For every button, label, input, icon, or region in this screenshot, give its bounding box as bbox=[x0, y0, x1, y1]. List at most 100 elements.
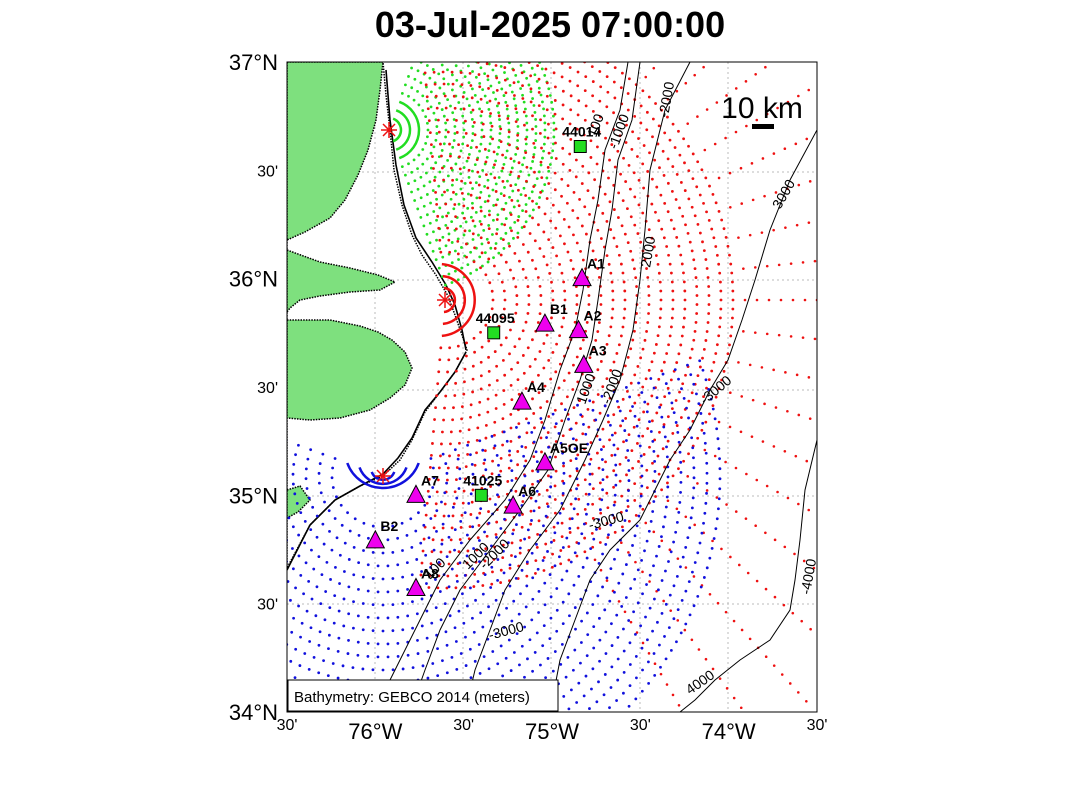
coverage-dot bbox=[302, 789, 305, 792]
coverage-dot bbox=[457, 35, 460, 38]
coverage-dot bbox=[480, 783, 483, 786]
coverage-dot bbox=[474, 181, 478, 185]
coverage-dot bbox=[97, 455, 100, 458]
coverage-dot bbox=[563, 289, 567, 293]
coverage-dot bbox=[488, 213, 491, 217]
coverage-dot bbox=[575, 487, 578, 491]
coverage-dot bbox=[718, 271, 722, 275]
coverage-dot bbox=[613, 453, 617, 457]
coverage-dot bbox=[441, 793, 444, 796]
coverage-dot bbox=[539, 303, 543, 306]
coverage-dot bbox=[687, 452, 690, 456]
coverage-dot bbox=[610, 433, 614, 437]
coverage-dot bbox=[447, 272, 451, 276]
coverage-dot bbox=[110, 490, 113, 493]
coverage-dot bbox=[437, 23, 440, 26]
coverage-dot bbox=[677, 377, 680, 381]
coverage-dot bbox=[584, 104, 588, 108]
coverage-dot bbox=[550, 316, 553, 320]
coverage-dot bbox=[631, 258, 635, 262]
coverage-dot bbox=[636, 155, 639, 158]
coverage-dot bbox=[521, 500, 525, 503]
coverage-dot bbox=[584, 232, 588, 236]
coverage-dot bbox=[437, 72, 441, 76]
coverage-dot bbox=[487, 355, 490, 359]
coverage-dot bbox=[569, 108, 573, 112]
coverage-dot bbox=[658, 430, 661, 434]
coverage-dot bbox=[633, 499, 637, 502]
coverage-dot bbox=[960, 299, 963, 302]
coverage-dot bbox=[636, 442, 639, 445]
coverage-dot bbox=[560, 521, 564, 525]
coverage-dot bbox=[162, 713, 165, 716]
coverage-dot bbox=[453, 249, 457, 253]
coverage-dot bbox=[471, 132, 475, 135]
coverage-dot bbox=[538, 350, 542, 353]
coverage-dot bbox=[433, 514, 437, 518]
coverage-dot bbox=[293, 492, 297, 496]
coverage-dot bbox=[77, 364, 80, 367]
coverage-dot bbox=[688, 240, 692, 244]
coverage-dot bbox=[646, 402, 650, 406]
coverage-dot bbox=[501, 674, 505, 678]
coverage-dot bbox=[628, 641, 632, 645]
coverage-dot bbox=[521, 31, 524, 34]
coverage-dot bbox=[678, 153, 682, 157]
coverage-dot bbox=[119, 616, 122, 619]
coverage-dot bbox=[443, 491, 447, 495]
coverage-dot bbox=[866, 161, 869, 164]
coverage-dot bbox=[202, 643, 205, 646]
coverage-dot bbox=[619, 510, 623, 514]
coverage-dot bbox=[429, 517, 433, 520]
coverage-dot bbox=[631, 544, 634, 547]
coverage-dot bbox=[481, 474, 485, 478]
coverage-dot bbox=[214, 476, 217, 479]
coverage-dot bbox=[934, 458, 937, 461]
coverage-dot bbox=[776, 106, 779, 110]
coverage-dot bbox=[521, 354, 525, 357]
coverage-dot bbox=[644, 521, 648, 525]
coverage-dot bbox=[522, 371, 526, 375]
coverage-dot bbox=[504, 156, 508, 160]
coverage-dot bbox=[450, 37, 453, 40]
coverage-dot bbox=[626, 449, 630, 452]
coverage-dot bbox=[215, 737, 218, 740]
coverage-dot bbox=[437, 781, 440, 784]
coverage-dot bbox=[417, 784, 420, 787]
coverage-dot bbox=[497, 272, 501, 276]
coverage-dot bbox=[537, 170, 541, 174]
coverage-dot bbox=[549, 767, 552, 770]
coverage-dot bbox=[915, 509, 918, 512]
coverage-dot bbox=[212, 413, 215, 416]
coverage-dot bbox=[456, 750, 459, 753]
coverage-dot bbox=[413, 77, 417, 81]
coverage-dot bbox=[138, 596, 141, 599]
coverage-dot bbox=[147, 636, 150, 639]
coverage-dot bbox=[137, 499, 140, 502]
coverage-dot bbox=[83, 632, 86, 635]
coverage-dot bbox=[512, 528, 515, 532]
coverage-dot bbox=[152, 514, 155, 517]
coverage-dot bbox=[432, 476, 436, 480]
coverage-dot bbox=[162, 468, 165, 471]
coverage-dot bbox=[568, 531, 572, 534]
coverage-dot bbox=[471, 472, 475, 476]
svg-text:3000: 3000 bbox=[769, 176, 799, 211]
coverage-dot bbox=[659, 672, 663, 676]
coverage-dot bbox=[561, 507, 565, 511]
coverage-dot bbox=[912, 299, 915, 302]
coverage-dot bbox=[568, 66, 572, 69]
coverage-dot bbox=[660, 227, 664, 231]
coverage-dot bbox=[416, 187, 420, 191]
coverage-dot bbox=[566, 756, 569, 759]
coverage-dot bbox=[641, 507, 645, 511]
coverage-dot bbox=[838, 340, 841, 343]
coverage-dot bbox=[893, 499, 896, 502]
coverage-dot bbox=[587, 425, 591, 429]
coverage-dot bbox=[444, 394, 448, 398]
coverage-dot bbox=[456, 239, 460, 243]
coverage-dot bbox=[457, 0, 460, 2]
coverage-dot bbox=[407, 785, 410, 788]
coverage-dot bbox=[539, 663, 542, 667]
coverage-dot bbox=[504, 91, 508, 95]
